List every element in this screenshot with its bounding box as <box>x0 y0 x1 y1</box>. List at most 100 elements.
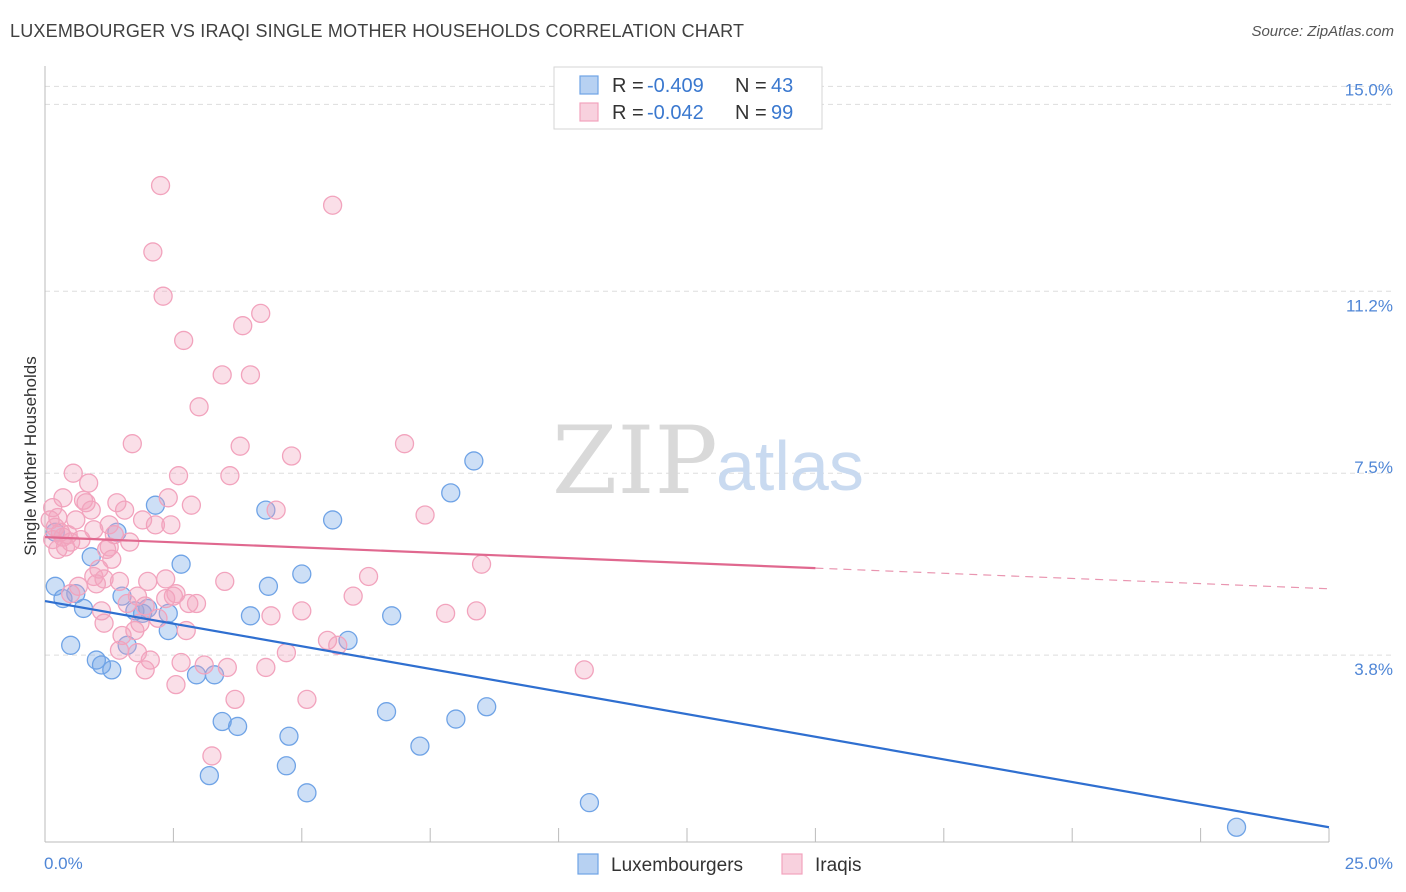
legend-swatch <box>781 853 803 875</box>
point-iraqis <box>166 674 186 695</box>
point-iraqis <box>138 571 158 592</box>
point-iraqis <box>317 630 338 651</box>
point-luxembourgers <box>292 564 312 584</box>
point-iraqis <box>261 606 281 626</box>
point-iraqis <box>127 586 148 606</box>
chart-title: LUXEMBOURGER VS IRAQI SINGLE MOTHER HOUS… <box>10 21 745 41</box>
trend-iraqis <box>44 536 816 570</box>
point-luxembourgers <box>102 660 122 680</box>
point-iraqis <box>109 571 130 592</box>
point-iraqis <box>358 566 379 587</box>
point-iraqis <box>251 303 271 324</box>
stats-n-value: 43 <box>771 75 793 97</box>
point-luxembourgers <box>446 709 466 729</box>
point-iraqis <box>292 601 312 621</box>
point-iraqis <box>297 689 317 710</box>
point-iraqis <box>135 596 155 616</box>
point-iraqis <box>79 473 99 493</box>
point-iraqis <box>109 640 130 660</box>
point-iraqis <box>163 586 184 606</box>
point-iraqis <box>179 593 199 614</box>
stats-r-label: R = <box>612 102 644 124</box>
y-axis-tick-labels: 3.8% 7.5% 11.2% 15.0% <box>1345 80 1393 679</box>
point-luxembourgers <box>322 510 343 530</box>
point-iraqis <box>135 660 155 680</box>
point-luxembourgers <box>382 606 402 626</box>
point-iraqis <box>256 657 276 678</box>
point-iraqis <box>212 365 232 385</box>
point-iraqis <box>276 643 297 663</box>
point-iraqis <box>343 586 363 606</box>
point-iraqis <box>189 397 209 417</box>
x-tick-label: 25.0% <box>1345 854 1393 873</box>
point-luxembourgers <box>91 655 112 675</box>
point-luxembourgers <box>61 635 81 655</box>
point-iraqis <box>48 539 68 560</box>
stats-n-label: N = <box>735 102 767 124</box>
point-iraqis <box>574 660 594 680</box>
point-iraqis <box>81 500 101 520</box>
point-iraqis <box>122 434 142 454</box>
chart-source: Source: ZipAtlas.com <box>1251 23 1394 40</box>
point-luxembourgers <box>227 716 248 737</box>
point-iraqis <box>43 497 63 518</box>
point-iraqis <box>150 175 171 196</box>
point-luxembourgers <box>579 793 600 813</box>
point-iraqis <box>186 593 207 614</box>
point-iraqis <box>66 510 86 530</box>
point-iraqis <box>166 584 186 604</box>
point-iraqis <box>112 625 132 646</box>
point-iraqis <box>168 466 189 486</box>
point-iraqis <box>322 195 343 215</box>
point-luxembourgers <box>477 697 497 717</box>
point-iraqis <box>181 495 202 515</box>
stats-swatch <box>579 102 599 122</box>
point-iraqis <box>127 643 148 663</box>
stats-n-value: 99 <box>771 102 793 124</box>
point-iraqis <box>217 657 237 678</box>
point-iraqis <box>53 488 73 508</box>
y-axis-label: Single Mother Households <box>21 356 40 555</box>
x-axis-tick-labels: 0.0% 25.0% <box>44 854 1393 873</box>
trend-iraqis-extension <box>815 567 1330 590</box>
point-luxembourgers <box>256 500 276 520</box>
point-luxembourgers <box>338 630 358 651</box>
point-iraqis <box>225 689 245 710</box>
point-iraqis <box>63 463 83 483</box>
point-iraqis <box>266 500 286 520</box>
stats-r-value: -0.042 <box>647 102 704 124</box>
point-iraqis <box>61 584 81 604</box>
x-axis-ticks <box>44 828 1330 842</box>
point-iraqis <box>466 601 487 621</box>
watermark-atlas: atlas <box>716 427 864 505</box>
point-iraqis <box>328 635 348 655</box>
point-iraqis <box>394 434 415 454</box>
y-tick-label: 7.5% <box>1354 458 1393 477</box>
stats-n-label: N = <box>735 75 767 97</box>
point-iraqis <box>99 515 119 535</box>
point-luxembourgers <box>441 483 461 503</box>
point-luxembourgers <box>279 726 299 746</box>
point-luxembourgers <box>276 756 297 776</box>
point-iraqis <box>171 652 191 673</box>
legend-label: Luxembourgers <box>611 855 743 876</box>
point-iraqis <box>114 500 135 520</box>
x-tick-label: 0.0% <box>44 854 83 873</box>
point-iraqis <box>99 537 119 557</box>
point-luxembourgers <box>1226 817 1247 837</box>
point-luxembourgers <box>212 711 232 732</box>
point-iraqis <box>73 490 94 510</box>
stats-swatch <box>579 75 599 95</box>
y-tick-label: 3.8% <box>1354 660 1393 679</box>
point-iraqis <box>415 505 435 525</box>
point-luxembourgers <box>464 451 484 471</box>
point-iraqis <box>120 532 140 552</box>
legend-label: Iraqis <box>815 855 861 876</box>
point-iraqis <box>202 746 222 766</box>
point-iraqis <box>230 436 250 456</box>
point-iraqis <box>156 588 176 609</box>
watermark-zip: ZIP <box>552 407 718 516</box>
stats-legend-box: R = -0.409 N = 43 R = -0.042 N = 99 <box>553 66 823 130</box>
point-iraqis <box>145 515 166 535</box>
